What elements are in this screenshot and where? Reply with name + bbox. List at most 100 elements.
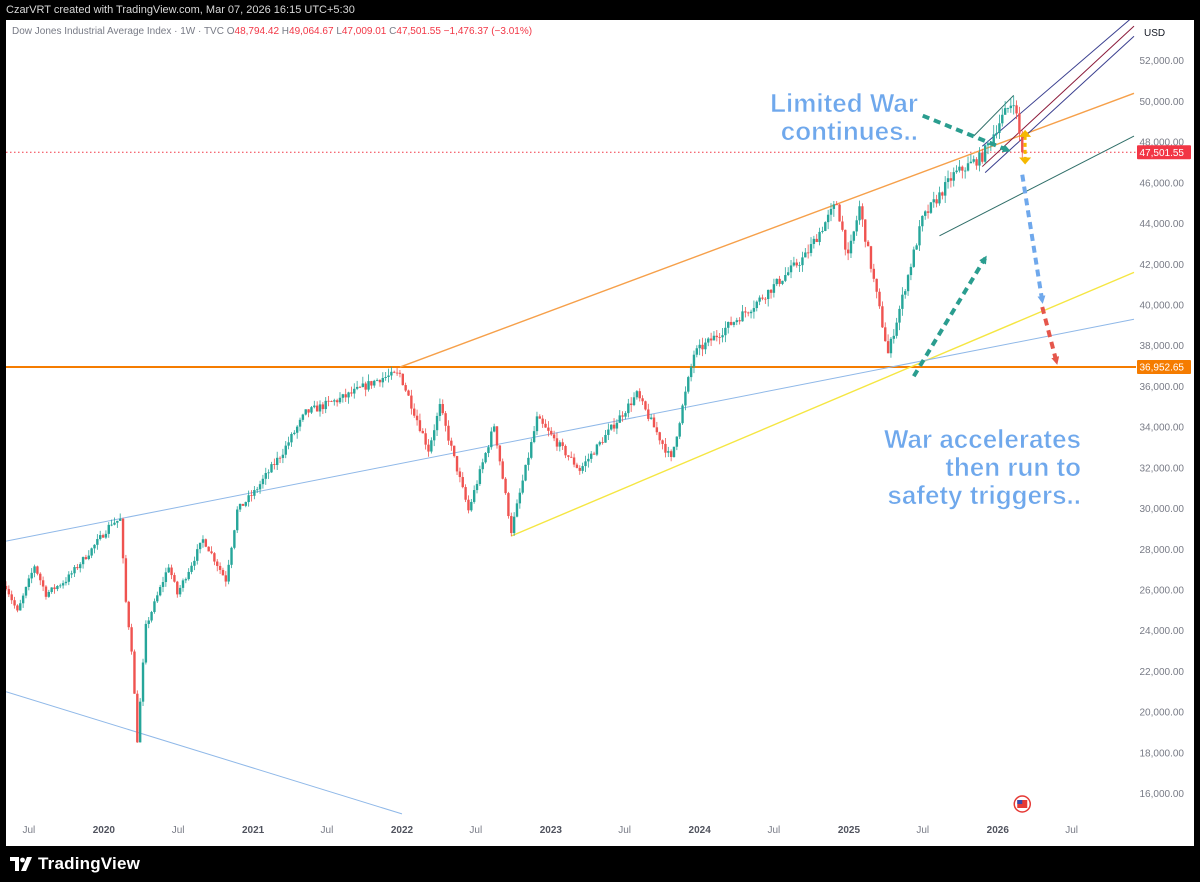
candle-body — [487, 447, 490, 454]
y-tick-label: 20,000.00 — [1140, 708, 1185, 719]
candle-body — [236, 509, 239, 531]
candle-body — [118, 518, 122, 521]
y-tick-label: 28,000.00 — [1140, 545, 1185, 556]
candle-body — [224, 575, 228, 582]
candle-body — [452, 445, 456, 457]
candle-body — [709, 338, 713, 341]
range-marker-head-top — [1019, 129, 1032, 137]
candle-body — [158, 587, 162, 596]
candle-body — [424, 433, 427, 445]
x-tick-label: 2022 — [391, 825, 414, 836]
candle-body — [258, 484, 262, 490]
candle-body — [1015, 105, 1018, 114]
candle-body — [395, 372, 399, 374]
candle-body — [938, 192, 941, 204]
candle-body — [789, 265, 793, 273]
legend-close: 47,501.55 — [396, 26, 441, 37]
candle-body — [16, 605, 19, 611]
candle-body — [838, 204, 841, 222]
candle-body — [50, 587, 53, 592]
candle-body — [669, 451, 673, 457]
candle-body — [407, 390, 410, 396]
candle-body — [273, 464, 276, 466]
candle-body — [321, 404, 325, 410]
candle-body — [992, 134, 995, 144]
candle-body — [170, 567, 173, 576]
candle-body — [712, 335, 716, 341]
candle-body — [10, 594, 13, 601]
candle-body — [581, 466, 584, 471]
candle-body — [210, 551, 213, 554]
x-tick-label: Jul — [321, 825, 334, 836]
chart-panel[interactable]: Limited War continues.. War accelerates the… — [6, 20, 1194, 846]
candle-body — [344, 394, 347, 398]
candle-body — [612, 424, 616, 429]
candle-body — [918, 226, 921, 246]
candle-body — [144, 623, 148, 663]
candle-body — [307, 409, 310, 413]
candle-body — [958, 166, 961, 171]
candle-body — [769, 289, 773, 293]
candle-body — [795, 262, 798, 266]
candle-body — [1006, 108, 1010, 109]
candle-body — [575, 464, 579, 468]
arrows — [912, 113, 1060, 378]
candle-body — [878, 291, 881, 307]
candle-body — [998, 123, 1001, 134]
arrow-1 — [912, 255, 987, 378]
tradingview-logo[interactable]: TradingView — [10, 854, 140, 874]
candle-body — [812, 238, 816, 245]
candle-body — [472, 490, 476, 502]
candle-body — [886, 341, 890, 354]
candle-body — [809, 244, 813, 253]
candle-body — [869, 246, 873, 269]
candle-body — [413, 408, 416, 416]
candle-body — [849, 240, 853, 254]
candle-body — [818, 231, 821, 243]
candle-body — [949, 178, 953, 181]
candle-body — [216, 561, 219, 566]
candle-body — [198, 542, 202, 550]
y-tick-label: 22,000.00 — [1140, 667, 1185, 678]
candle-body — [832, 204, 836, 209]
x-tick-label: 2020 — [93, 825, 116, 836]
range-marker-head-bottom — [1019, 157, 1032, 165]
candle-body — [547, 427, 550, 431]
y-tick-label: 50,000.00 — [1140, 97, 1185, 108]
candle-body — [884, 327, 887, 342]
candle-body — [355, 386, 359, 389]
candle-body — [447, 425, 450, 441]
candle-body — [707, 338, 710, 343]
candle-body — [70, 573, 73, 575]
candle-body — [181, 580, 185, 588]
y-tick-label: 38,000.00 — [1140, 341, 1185, 352]
price-tag-bg — [1137, 360, 1191, 375]
candle-body — [84, 557, 88, 560]
candle-body — [889, 338, 893, 354]
candle-body — [744, 311, 747, 313]
candle-body — [421, 430, 424, 434]
x-tick-label: Jul — [916, 825, 929, 836]
x-tick-label: Jul — [172, 825, 185, 836]
y-tick-label: 52,000.00 — [1140, 56, 1185, 67]
candle-body — [455, 456, 459, 472]
candle-body — [7, 589, 11, 595]
candle-body — [747, 312, 750, 314]
candle-body — [113, 522, 116, 525]
legend-symbol: Dow Jones Industrial Average Index · 1W … — [12, 26, 224, 37]
y-tick-label: 36,000.00 — [1140, 382, 1185, 393]
candle-body — [772, 284, 776, 293]
candle-body — [150, 611, 153, 621]
candle-body — [56, 585, 59, 590]
candle-body — [492, 426, 496, 432]
candle-body — [6, 585, 8, 590]
candle-body — [99, 535, 102, 540]
y-tick-label: 32,000.00 — [1140, 463, 1185, 474]
candle-body — [864, 219, 867, 242]
candle-body — [353, 388, 356, 394]
candle-body — [404, 385, 407, 391]
candle-body — [341, 394, 345, 398]
candle-body — [892, 335, 896, 339]
candle-body — [218, 565, 222, 570]
